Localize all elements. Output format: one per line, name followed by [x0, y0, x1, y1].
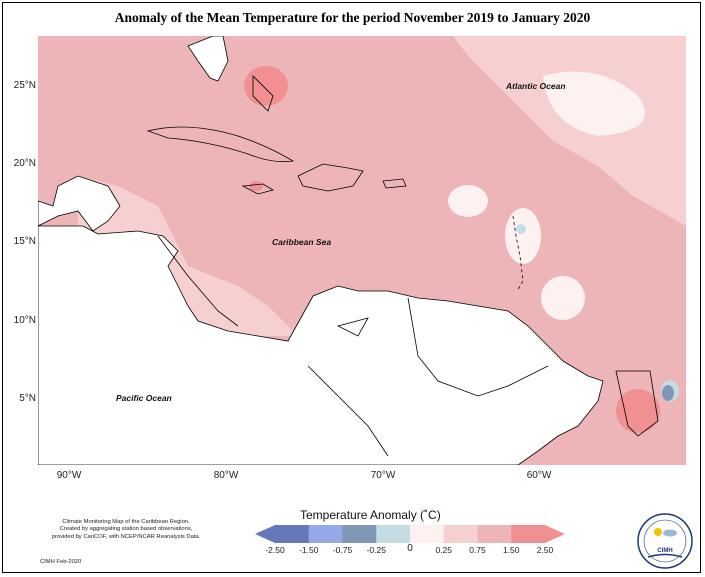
- credit-block: Climate Monitoring Map of the Caribbean …: [26, 519, 226, 541]
- anomaly-patch-light-2: [505, 208, 541, 264]
- landmass-yucatan: [37, 175, 121, 232]
- anomaly-field-light-ne: [453, 36, 686, 226]
- map-title: Anomaly of the Mean Temperature for the …: [114, 10, 591, 25]
- legend-colorbar: [255, 525, 565, 543]
- credit-line-3: provided by CariCOF, with NCEP/NCAR Rean…: [51, 533, 201, 540]
- border-colombia: [307, 365, 389, 457]
- legend-tick-label: -1.50: [299, 545, 319, 555]
- map-panel: [37, 35, 686, 466]
- anomaly-patch-cool-small: [516, 224, 526, 234]
- border-central-america: [157, 235, 239, 327]
- credit-line-2: Created by aggregating station based obs…: [59, 526, 193, 533]
- legend-tick-label: 2.50: [536, 545, 554, 555]
- island-puerto-rico: [382, 178, 407, 189]
- anomaly-field-light-ca: [78, 176, 298, 336]
- legend-swatch: [376, 525, 411, 543]
- cimh-logo-text: CIMH: [657, 548, 673, 554]
- legend-arrow-high: [545, 525, 565, 543]
- lat-label-10n: 10°N: [13, 315, 36, 326]
- anomaly-patch-cool-inner: [662, 385, 674, 401]
- border-guianas: [615, 370, 659, 437]
- legend-swatch: [342, 525, 377, 543]
- lat-label-5n: 5°N: [19, 393, 36, 404]
- lon-label-90w: 90°W: [56, 470, 82, 481]
- border-venezuela: [407, 297, 549, 397]
- anomaly-patch-warm-bahamas: [244, 66, 288, 106]
- lon-label-70w: 70°W: [370, 470, 396, 481]
- landmass-florida: [187, 35, 229, 82]
- legend-arrow-low: [255, 525, 275, 543]
- legend-tick-label: 0: [407, 543, 413, 554]
- legend-title: Temperature Anomaly (˚C): [300, 508, 441, 522]
- legend-swatch: [308, 525, 343, 543]
- legend-tick-label: 0.75: [469, 545, 486, 555]
- island-arc-lesser-antilles: [512, 215, 524, 292]
- cimh-logo-icon: [637, 513, 693, 569]
- anomaly-patch-warm-guiana: [616, 389, 660, 433]
- label-pacific-ocean: Pacific Ocean: [116, 393, 172, 403]
- island-bahamas: [252, 75, 274, 112]
- legend-tick-label: 1.50: [502, 545, 520, 555]
- lon-label-60w: 60°W: [526, 470, 552, 481]
- legend-tick-label: -2.50: [265, 545, 285, 555]
- anomaly-map: [37, 35, 686, 466]
- legend-swatch: [410, 525, 445, 543]
- anomaly-patch-light-1: [448, 185, 488, 217]
- landmass-south-america: [37, 225, 604, 466]
- legend-tick-label: -0.75: [332, 545, 353, 555]
- credit-line-1: Climate Monitoring Map of the Caribbean …: [62, 519, 190, 525]
- legend-swatch: [477, 525, 512, 543]
- lat-label-20n: 20°N: [13, 158, 36, 169]
- label-caribbean-sea: Caribbean Sea: [272, 237, 332, 247]
- island-hispaniola: [297, 163, 364, 192]
- lat-label-25n: 25°N: [13, 80, 36, 91]
- island-cuba: [146, 126, 295, 163]
- lon-label-80w: 80°W: [213, 470, 239, 481]
- anomaly-patch-light-3: [541, 276, 585, 320]
- legend-swatch: [275, 525, 310, 543]
- island-jamaica: [241, 183, 275, 195]
- legend-swatch: [443, 525, 478, 543]
- legend-swatch: [511, 525, 546, 543]
- legend-tick-label: 0.25: [435, 545, 453, 555]
- cimh-logo: CIMH: [636, 512, 694, 570]
- legend-tick-label: -0.25: [366, 545, 386, 555]
- anomaly-field-lightest-ne: [543, 71, 645, 136]
- anomaly-patch-warm-jamaica: [249, 181, 263, 191]
- credit-date: CIMH Feb-2020: [40, 559, 82, 565]
- lake-maracaibo: [336, 317, 369, 337]
- label-atlantic-ocean: Atlantic Ocean: [506, 81, 566, 91]
- lat-label-15n: 15°N: [13, 236, 36, 247]
